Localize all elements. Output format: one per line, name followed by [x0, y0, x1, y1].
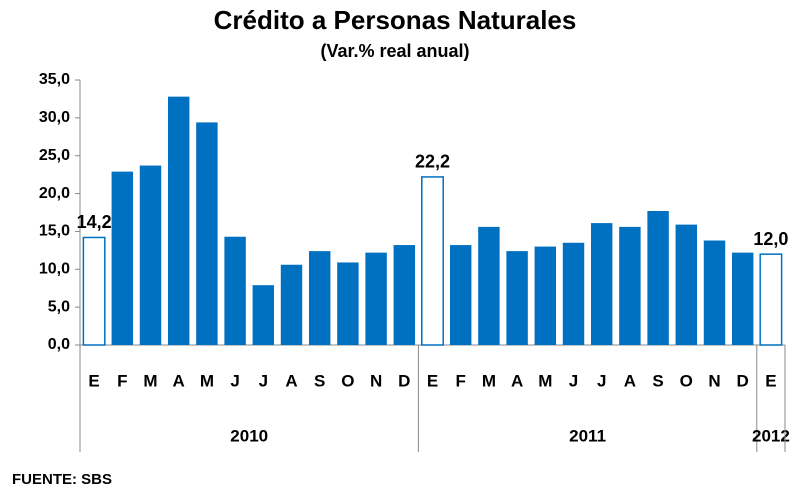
y-tick-label: 20,0	[39, 185, 70, 202]
bar	[167, 96, 190, 346]
x-tick-label: A	[173, 371, 185, 390]
x-tick-label: E	[427, 371, 438, 390]
bar	[562, 242, 585, 345]
x-tick-label: D	[737, 371, 749, 390]
x-tick-label: O	[341, 371, 354, 390]
x-tick-label: E	[88, 371, 99, 390]
x-tick-label: S	[652, 371, 663, 390]
group-label: 2011	[569, 426, 606, 445]
bar	[280, 264, 303, 345]
bar	[337, 262, 359, 345]
y-tick-label: 10,0	[39, 261, 70, 278]
bar	[759, 253, 783, 346]
y-tick-label: 35,0	[39, 71, 70, 88]
y-tick-label: 5,0	[48, 298, 70, 315]
bar	[619, 226, 641, 345]
bar	[308, 251, 331, 345]
bar	[703, 240, 726, 345]
bar	[365, 252, 387, 345]
bar	[731, 252, 754, 345]
bar	[590, 223, 613, 345]
bar	[478, 226, 500, 345]
bar	[393, 245, 416, 345]
x-tick-label: J	[597, 371, 606, 390]
x-tick-label: N	[708, 371, 720, 390]
x-tick-label: N	[370, 371, 382, 390]
x-tick-label: M	[200, 371, 214, 390]
x-tick-label: A	[511, 371, 523, 390]
data-label: 12,0	[753, 229, 788, 249]
bar	[111, 171, 134, 345]
bar	[82, 236, 106, 346]
x-tick-label: E	[765, 371, 776, 390]
source-note: FUENTE: SBS	[12, 471, 112, 488]
bar	[252, 285, 275, 345]
x-tick-label: M	[538, 371, 552, 390]
group-label: 2012	[752, 426, 790, 445]
x-tick-label: D	[398, 371, 410, 390]
bar	[675, 224, 698, 345]
x-tick-label: J	[230, 371, 239, 390]
bar	[224, 236, 246, 345]
bar	[534, 246, 557, 345]
x-tick-label: O	[680, 371, 693, 390]
x-tick-label: J	[259, 371, 268, 390]
bar	[449, 245, 472, 345]
x-tick-label: F	[117, 371, 127, 390]
y-tick-label: 25,0	[39, 147, 70, 164]
x-tick-label: S	[314, 371, 325, 390]
x-tick-label: M	[143, 371, 157, 390]
bar	[647, 210, 669, 345]
bar	[196, 122, 218, 346]
x-tick-label: J	[569, 371, 578, 390]
bar	[506, 251, 528, 345]
x-tick-label: A	[285, 371, 297, 390]
data-label: 14,2	[77, 212, 112, 232]
y-tick-label: 0,0	[48, 336, 70, 353]
group-label: 2010	[230, 426, 268, 445]
y-tick-label: 30,0	[39, 109, 70, 126]
bar	[139, 165, 162, 345]
y-tick-label: 15,0	[39, 223, 70, 240]
x-tick-label: M	[482, 371, 496, 390]
chart-title: Crédito a Personas Naturales	[214, 5, 577, 35]
data-label: 22,2	[415, 152, 450, 172]
bar	[421, 176, 444, 346]
chart-subtitle: (Var.% real anual)	[320, 41, 469, 61]
x-tick-label: F	[456, 371, 466, 390]
x-tick-label: A	[624, 371, 636, 390]
